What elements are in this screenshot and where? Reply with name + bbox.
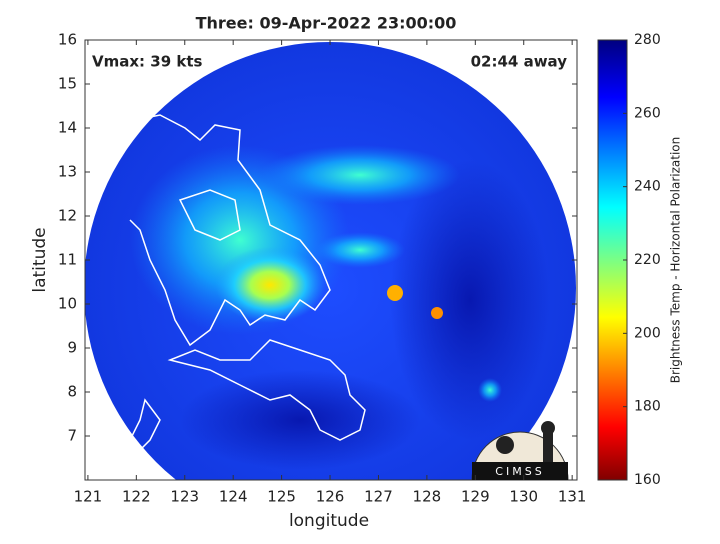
x-tick-label: 122 xyxy=(122,488,151,506)
colorbar-tick-label: 240 xyxy=(634,179,661,195)
colorbar-tick-label: 280 xyxy=(634,32,661,48)
x-tick-label: 126 xyxy=(316,488,345,506)
title: Three: 09-Apr-2022 23:00:00 xyxy=(196,14,457,33)
x-tick-label: 131 xyxy=(558,488,587,506)
x-tick-label: 121 xyxy=(74,488,103,506)
colorbar-tick-label: 220 xyxy=(634,252,661,268)
x-tick-label: 128 xyxy=(413,488,442,506)
colorbar-tick-label: 260 xyxy=(634,105,661,121)
y-tick-label: 8 xyxy=(67,383,77,401)
vmax-label: Vmax: 39 kts xyxy=(92,53,202,71)
colorbar-label: Brightness Temp - Horizontal Polarizatio… xyxy=(669,137,683,384)
y-axis-label: latitude xyxy=(30,227,50,292)
x-tick-label: 125 xyxy=(267,488,296,506)
x-axis-label: longitude xyxy=(289,511,369,531)
y-tick-label: 7 xyxy=(67,427,77,445)
x-tick-label: 127 xyxy=(364,488,393,506)
x-tick-label: 124 xyxy=(219,488,248,506)
colorbar-tick-label: 180 xyxy=(634,399,661,415)
y-tick-label: 13 xyxy=(58,163,77,181)
y-tick-label: 14 xyxy=(58,119,77,137)
logo-text: CIMSS xyxy=(495,465,544,478)
x-tick-label: 130 xyxy=(509,488,538,506)
y-tick-label: 15 xyxy=(58,75,77,93)
x-tick-label: 129 xyxy=(461,488,490,506)
y-tick-label: 11 xyxy=(58,251,77,269)
y-tick-label: 10 xyxy=(58,295,77,313)
colorbar-tick-label: 160 xyxy=(634,472,661,488)
coastlines xyxy=(85,88,366,457)
y-tick-label: 16 xyxy=(58,31,77,49)
y-tick-label: 12 xyxy=(58,207,77,225)
satellite-swath xyxy=(85,42,576,480)
time-away-label: 02:44 away xyxy=(471,53,568,71)
y-tick-label: 9 xyxy=(67,339,77,357)
x-tick-label: 123 xyxy=(170,488,199,506)
cimss-logo: CIMSS xyxy=(471,421,569,481)
colorbar xyxy=(597,39,628,481)
colorbar-tick-label: 200 xyxy=(634,325,661,341)
